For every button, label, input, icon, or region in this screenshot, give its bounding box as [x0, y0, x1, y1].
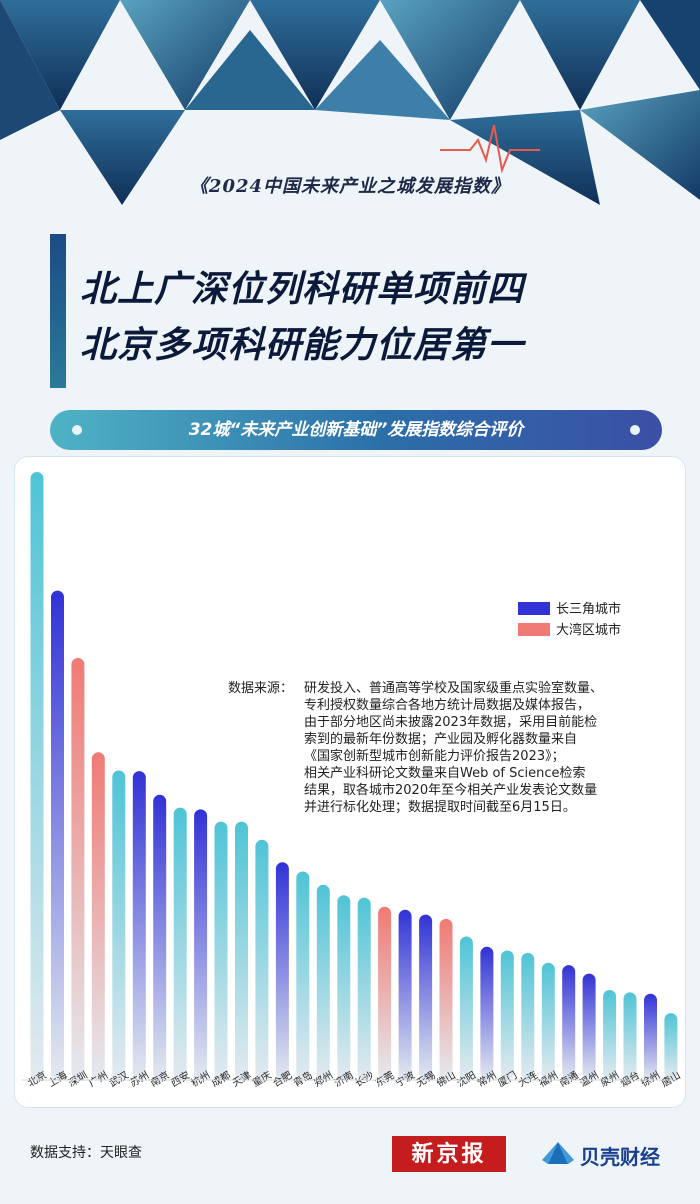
bar-大连	[521, 952, 535, 1080]
bar-苏州	[132, 771, 146, 1080]
bar-佛山	[439, 918, 453, 1080]
bar-青岛	[296, 871, 310, 1080]
headline-line-1: 北上广深位列科研单项前四	[80, 269, 525, 310]
note-line: 专利授权数量综合各地方统计局数据及媒体报告，	[304, 698, 591, 713]
note-line: 由于部分地区尚未披露2023年数据，采用目前能检	[304, 715, 598, 730]
bar-天津	[235, 821, 248, 1080]
bar-郑州	[316, 884, 330, 1080]
bar-徐州	[644, 993, 657, 1080]
section-title-pill: 32城“未来产业创新基础”发展指数综合评价	[50, 410, 662, 450]
bar-上海	[51, 590, 64, 1080]
pill-dot-icon	[72, 425, 82, 435]
bar-沈阳	[459, 936, 473, 1080]
bar-福州	[541, 962, 555, 1080]
beike-caijing-logo: 贝壳财经	[580, 1145, 660, 1169]
pulse-line-icon	[440, 124, 540, 174]
bar-常州	[480, 946, 494, 1080]
bar-武汉	[112, 770, 126, 1080]
bar-广州	[91, 752, 105, 1080]
pill-dot-icon	[630, 425, 640, 435]
note-line: 结果，取各城市2020年至今相关产业发表论文数量	[304, 783, 598, 798]
bar-长沙	[357, 897, 371, 1080]
report-subtitle: 《2024中国未来产业之城发展指数》	[189, 176, 511, 197]
section-title-text: 32城“未来产业创新基础”发展指数综合评价	[188, 420, 524, 440]
bar-南京	[153, 794, 167, 1080]
bar-深圳	[71, 658, 85, 1080]
legend-item-gba: 大湾区城市	[518, 619, 621, 638]
bar-北京	[30, 472, 44, 1080]
legend-item-yrd: 长三角城市	[518, 598, 621, 617]
legend-swatch-yrd	[518, 602, 550, 615]
data-source-label: 数据来源：	[228, 681, 294, 696]
header-banner	[0, 0, 700, 205]
data-support-text: 数据支持：天眼查	[30, 1145, 142, 1161]
note-line: 并进行标化处理；数据提取时间截至6月15日。	[304, 800, 576, 815]
data-source-note: 数据来源： 研发投入、普通高等学校及国家级重点实验室数量、 专利授权数量综合各地…	[228, 680, 648, 816]
bar-宁波	[398, 909, 412, 1080]
bar-温州	[582, 973, 596, 1080]
headline-line-2: 北京多项科研能力位居第一	[80, 325, 525, 366]
legend-swatch-gba	[518, 623, 550, 636]
beike-shell-icon	[542, 1142, 574, 1164]
bar-无锡	[419, 914, 433, 1080]
bar-合肥	[275, 862, 289, 1080]
note-line: 相关产业科研论文数量来自Web of Science检索	[304, 766, 586, 781]
bar-西安	[173, 807, 187, 1080]
bar-成都	[214, 821, 228, 1080]
note-line: 研发投入、普通高等学校及国家级重点实验室数量、	[304, 681, 604, 696]
bar-厦门	[500, 950, 514, 1080]
bar-济南	[337, 895, 351, 1080]
bar-杭州	[194, 809, 208, 1080]
bar-东莞	[378, 906, 392, 1080]
bar-泉州	[603, 990, 617, 1080]
headline-accent-bar	[50, 234, 66, 388]
note-line: 索到的最新年份数据；产业园及孵化器数量来自	[304, 732, 578, 747]
bar-南通	[562, 965, 576, 1080]
bar-唐山	[664, 1013, 678, 1080]
bar-重庆	[255, 839, 269, 1080]
xinjingbao-logo: 新京报	[392, 1136, 506, 1172]
bar-烟台	[623, 992, 637, 1080]
note-line: 《国家创新型城市创新能力评价报告2023》；	[304, 749, 565, 764]
